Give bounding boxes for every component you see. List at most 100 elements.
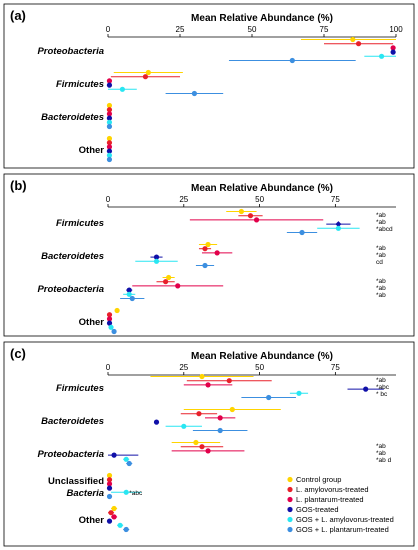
data-point — [117, 522, 123, 528]
data-point — [205, 382, 211, 388]
legend-marker — [287, 506, 293, 513]
significance-label: *abc — [129, 490, 143, 497]
data-point — [153, 419, 160, 425]
data-point — [335, 221, 342, 228]
x-tick-label: 75 — [320, 25, 329, 34]
data-point — [106, 111, 113, 117]
category-label: Bacteroidetes — [41, 251, 104, 262]
x-tick-label: 0 — [106, 363, 111, 372]
data-point — [226, 378, 232, 384]
data-point — [363, 386, 369, 392]
data-point — [106, 107, 113, 113]
data-point — [390, 45, 396, 51]
category-label: Proteobacteria — [37, 284, 104, 295]
category-4: Other — [79, 505, 130, 533]
data-point — [123, 489, 129, 495]
data-point — [106, 82, 113, 88]
x-tick-label: 50 — [255, 363, 264, 372]
data-point — [111, 505, 117, 512]
panel-label: (b) — [10, 178, 27, 193]
data-point — [181, 423, 187, 429]
data-point — [126, 287, 132, 293]
data-point — [145, 69, 151, 76]
data-point — [106, 135, 113, 142]
x-tick-label: 25 — [179, 195, 188, 204]
data-point — [106, 102, 113, 109]
data-point — [106, 156, 113, 163]
data-point — [106, 152, 113, 158]
panel-label: (a) — [10, 8, 26, 23]
legend-entry: L. plantarum-treated — [296, 495, 364, 504]
category-label: Proteobacteria — [37, 449, 104, 460]
category-2: Proteobacteria*ab*ab*ab d — [37, 439, 392, 467]
data-point — [175, 283, 181, 289]
data-point — [114, 307, 120, 314]
category-3: Other — [79, 135, 113, 163]
data-point — [106, 485, 113, 491]
x-axis-title: Mean Relative Abundance (%) — [191, 183, 333, 194]
data-point — [119, 86, 125, 92]
x-tick-label: 50 — [248, 25, 257, 34]
data-point — [266, 394, 272, 401]
category-2: Proteobacteria*ab*ab*ab — [37, 274, 386, 302]
data-point — [153, 254, 160, 260]
significance-label: *ab d — [376, 457, 392, 464]
legend-marker — [287, 516, 293, 523]
data-point — [253, 217, 260, 223]
data-point — [106, 518, 113, 524]
legend-marker — [287, 526, 293, 533]
data-point — [129, 295, 135, 302]
significance-label: *ab — [376, 377, 386, 384]
panel-label: (c) — [10, 346, 26, 361]
data-point — [106, 477, 113, 483]
x-tick-label: 25 — [176, 25, 185, 34]
significance-label: *ab — [376, 450, 386, 457]
data-point — [108, 324, 114, 330]
data-point — [111, 514, 117, 520]
data-point — [166, 274, 172, 281]
data-point — [289, 57, 295, 64]
category-label: Firmicutes — [56, 383, 104, 394]
data-point — [111, 328, 117, 335]
category-label: Proteobacteria — [37, 46, 104, 57]
x-tick-label: 50 — [255, 195, 264, 204]
category-label: Bacteroidetes — [41, 112, 104, 123]
data-point — [193, 439, 199, 446]
legend-entry: GOS + L. amylovorus-treated — [296, 515, 394, 524]
significance-label: * bc — [376, 391, 388, 398]
significance-label: *ab — [376, 212, 386, 219]
data-point — [390, 49, 396, 55]
data-point — [106, 140, 113, 146]
category-0: Firmicutes*ab*ab*abcd — [56, 208, 393, 236]
data-point — [123, 456, 129, 462]
data-point — [199, 373, 205, 380]
significance-label: *ab — [376, 443, 386, 450]
data-point — [106, 115, 113, 121]
panel-0: (a) Mean Relative Abundance (%) 0 25 50 75 100… — [3, 3, 415, 169]
data-point — [106, 148, 113, 154]
significance-label: *ab — [376, 292, 386, 299]
data-point — [379, 53, 385, 59]
legend-entry: L. amylovorus-treated — [296, 485, 369, 494]
data-point — [199, 444, 205, 450]
data-point — [247, 213, 254, 219]
panel-2: (c) Mean Relative Abundance (%)0 25 50 75Fir… — [3, 341, 415, 547]
data-point — [153, 258, 160, 264]
data-point — [229, 406, 235, 413]
legend-marker — [287, 496, 293, 503]
panel-1: (b) Mean Relative Abundance (%) 0 25 50 75 Fir… — [3, 173, 415, 337]
data-point — [126, 460, 132, 467]
data-point — [202, 246, 208, 252]
data-point — [106, 481, 113, 487]
panel-frame — [3, 341, 415, 547]
data-point — [126, 291, 132, 297]
data-point — [350, 36, 356, 43]
data-point — [108, 510, 114, 516]
x-tick-label: 75 — [331, 195, 340, 204]
data-point — [106, 320, 113, 326]
data-point — [299, 229, 305, 236]
legend-entry: Control group — [296, 475, 341, 484]
significance-label: cd — [376, 259, 383, 266]
data-point — [296, 390, 302, 396]
